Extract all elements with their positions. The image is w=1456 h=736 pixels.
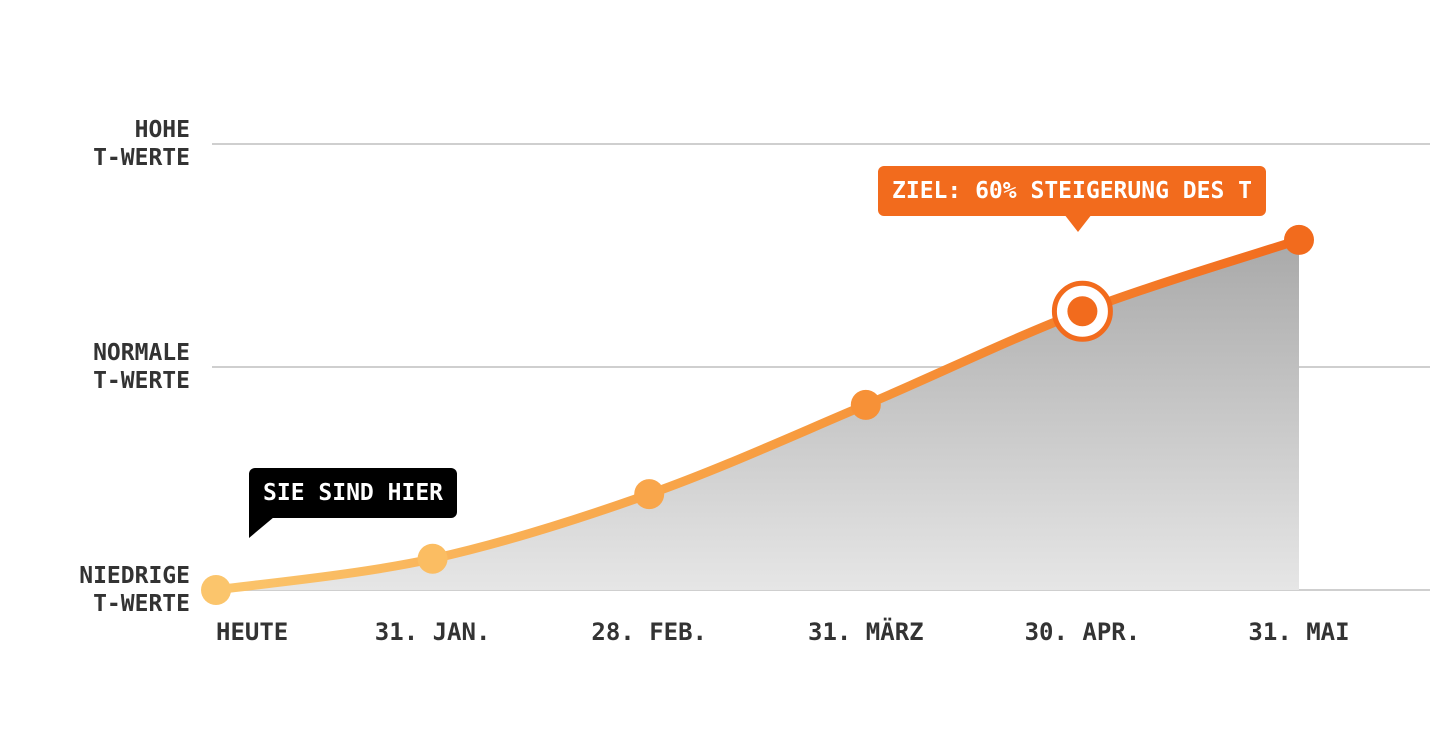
x-tick-label: 31. MÄRZ bbox=[808, 617, 924, 646]
x-tick-label: 31. MAI bbox=[1248, 618, 1349, 646]
x-tick-label: 28. FEB. bbox=[591, 618, 707, 646]
y-tick-label: HOHE T-WERTE bbox=[93, 117, 190, 171]
point bbox=[201, 575, 231, 605]
point bbox=[634, 479, 665, 510]
annotation: SIE SIND HIER bbox=[249, 468, 458, 518]
x-tick-label: 30. APR. bbox=[1025, 618, 1141, 646]
annotation-tail bbox=[1064, 214, 1092, 232]
target-point bbox=[1067, 296, 1098, 327]
point bbox=[850, 389, 881, 420]
y-tick-label: NORMALE T-WERTE bbox=[93, 340, 190, 394]
annotation: ZIEL: 60% STEIGERUNG DES T bbox=[878, 166, 1267, 216]
point bbox=[1284, 224, 1314, 255]
area bbox=[216, 239, 1299, 590]
point bbox=[417, 543, 448, 574]
x-tick-label: HEUTE bbox=[216, 618, 288, 646]
x-tick-label: 31. JAN. bbox=[375, 618, 491, 646]
y-tick-label: NIEDRIGE T-WERTE bbox=[79, 563, 190, 617]
line bbox=[211, 235, 1304, 595]
